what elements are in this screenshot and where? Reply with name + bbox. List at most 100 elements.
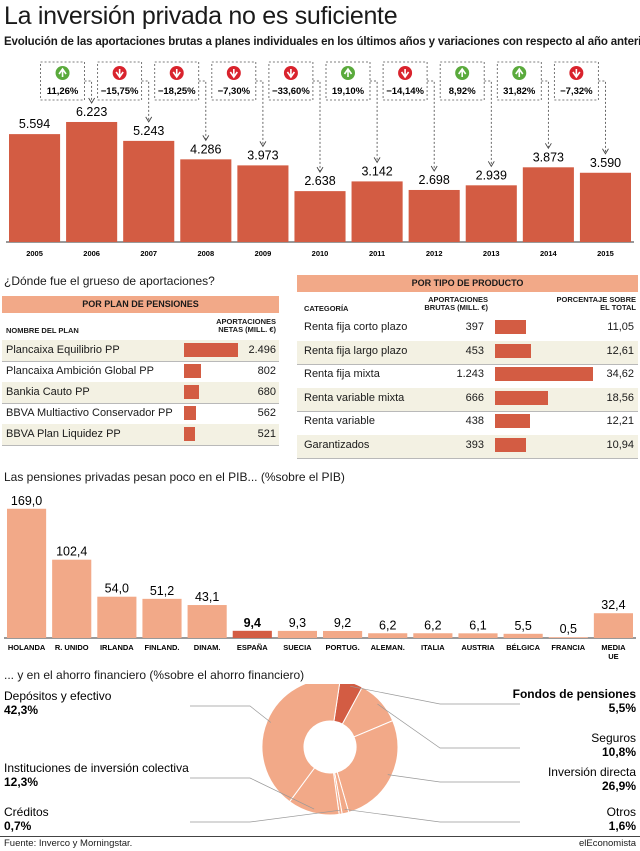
yearly-contributions-chart: 5.594 2005 6.223 2006 5.243 2007 4.286 2008 3.97… xyxy=(6,61,634,258)
category-value: 453 xyxy=(465,344,484,357)
change-connector xyxy=(541,80,549,148)
plan-bar xyxy=(184,427,196,441)
category-pct-bar xyxy=(495,390,548,405)
bar-value-label: 6,1 xyxy=(469,618,486,632)
bar xyxy=(66,121,118,242)
connector-arrowhead xyxy=(373,157,381,164)
year-tick-label: 2015 xyxy=(597,249,614,258)
row-separator xyxy=(2,403,279,404)
gdp-share-chart: 169,0 HOLANDA 102,4 R. UNIDO 54,0 IRLANDA 51,2… xyxy=(4,494,636,661)
bar-value-label: 2.939 xyxy=(476,168,507,182)
country-tick-label: HOLANDA xyxy=(8,643,46,652)
country-tick-label: SUECIA xyxy=(283,643,312,652)
bar-value-label: 169,0 xyxy=(11,494,42,508)
connector-arrowhead xyxy=(316,166,324,173)
change-box xyxy=(439,61,485,101)
bar xyxy=(123,140,175,242)
bar xyxy=(522,167,574,242)
slice-name: Seguros xyxy=(591,731,636,745)
plan-name: Plancaixa Equilibrio PP xyxy=(6,344,120,356)
page-subtitle: Evolución de las aportaciones brutas a p… xyxy=(4,36,640,48)
bar xyxy=(180,159,232,242)
plan-name: Bankia Cauto PP xyxy=(6,386,90,398)
change-label: −33,60% xyxy=(272,86,310,97)
bar xyxy=(232,630,272,638)
leader-line xyxy=(344,808,520,823)
bar-value-label: 3.973 xyxy=(247,148,278,162)
bar-value-label: 0,5 xyxy=(560,622,577,636)
arrow-glyph xyxy=(229,69,238,79)
bar-value-label: 6,2 xyxy=(424,618,441,632)
bar-value-label: 6.223 xyxy=(76,105,107,119)
row-separator xyxy=(297,411,638,412)
page-title: La inversión privada no es suficiente xyxy=(4,2,398,30)
connector-arrowhead xyxy=(602,148,609,155)
year-tick-label: 2008 xyxy=(197,249,214,258)
change-box xyxy=(97,61,143,101)
products-col-pct: PORCENTAJE SOBRE EL TOTAL xyxy=(556,295,636,312)
plan-value: 521 xyxy=(257,428,276,440)
category-name: Renta variable mixta xyxy=(304,391,405,404)
slice-value: 12,3% xyxy=(4,775,38,789)
slice-name: Créditos xyxy=(4,805,49,819)
arrow-glyph xyxy=(400,69,410,79)
change-box xyxy=(40,61,85,101)
change-label: −18,25% xyxy=(158,86,196,97)
arrow-glyph xyxy=(343,67,353,77)
category-name: Renta variable xyxy=(304,415,375,427)
change-label: 8,92% xyxy=(449,86,476,97)
year-tick-label: 2014 xyxy=(540,249,558,258)
country-tick-label: PORTUG. xyxy=(325,643,359,652)
row-separator xyxy=(2,445,279,446)
slice-name: Instituciones de inversión colectiva xyxy=(4,761,189,775)
bar xyxy=(52,559,92,638)
category-pct-bar xyxy=(495,367,593,381)
arrow-glyph xyxy=(58,67,67,77)
plan-bar xyxy=(184,364,202,378)
change-label: 11,26% xyxy=(47,86,79,97)
plan-value: 562 xyxy=(257,407,276,419)
plans-col-value: APORTACIONES NETAS (MILL. €) xyxy=(216,317,276,334)
leader-line xyxy=(387,774,520,783)
bar xyxy=(593,613,633,638)
leader-line xyxy=(350,685,520,705)
footer-rule xyxy=(0,836,640,837)
change-label: 19,10% xyxy=(332,86,365,97)
plan-bar xyxy=(184,343,238,357)
bar-value-label: 43,1 xyxy=(195,590,219,604)
plan-value: 2.496 xyxy=(248,344,276,356)
slice-name: Depósitos y efectivo xyxy=(4,689,112,703)
change-label: −7,30% xyxy=(218,86,251,97)
year-tick-label: 2007 xyxy=(140,249,157,258)
category-pct: 12,61 xyxy=(606,344,634,357)
slice-name: Inversión directa xyxy=(548,765,636,779)
brand-logo: elEconomista xyxy=(578,838,636,849)
year-tick-label: 2005 xyxy=(26,249,43,258)
bar-value-label: 3.873 xyxy=(533,150,564,164)
country-tick-label: R. UNIDO xyxy=(55,643,89,652)
donut-slice xyxy=(261,684,341,803)
connector-arrowhead xyxy=(202,135,210,142)
slice-value: 0,7% xyxy=(4,819,32,833)
change-box xyxy=(382,61,428,101)
country-tick-label: FINLAND. xyxy=(145,643,180,652)
leader-line xyxy=(190,777,315,810)
category-value: 397 xyxy=(465,321,484,333)
connector-arrowhead xyxy=(487,161,495,168)
row-separator xyxy=(297,458,638,459)
plans-band: POR PLAN DE PENSIONES xyxy=(2,296,279,313)
products-row-bg xyxy=(297,387,638,411)
bar xyxy=(323,630,363,638)
bar xyxy=(187,605,227,638)
year-tick-label: 2006 xyxy=(83,249,100,258)
connector-arrowhead xyxy=(430,165,438,172)
category-name: Renta fija corto plazo xyxy=(304,321,408,333)
category-pct-bar xyxy=(495,320,527,334)
connector-arrowhead xyxy=(544,143,552,150)
plan-name: BBVA Plan Liquidez PP xyxy=(6,428,121,440)
country-tick-label: AUSTRIA xyxy=(461,643,495,652)
category-pct-bar xyxy=(495,414,530,428)
category-pct-bar xyxy=(495,343,531,358)
category-name: Renta fija largo plazo xyxy=(304,344,408,357)
